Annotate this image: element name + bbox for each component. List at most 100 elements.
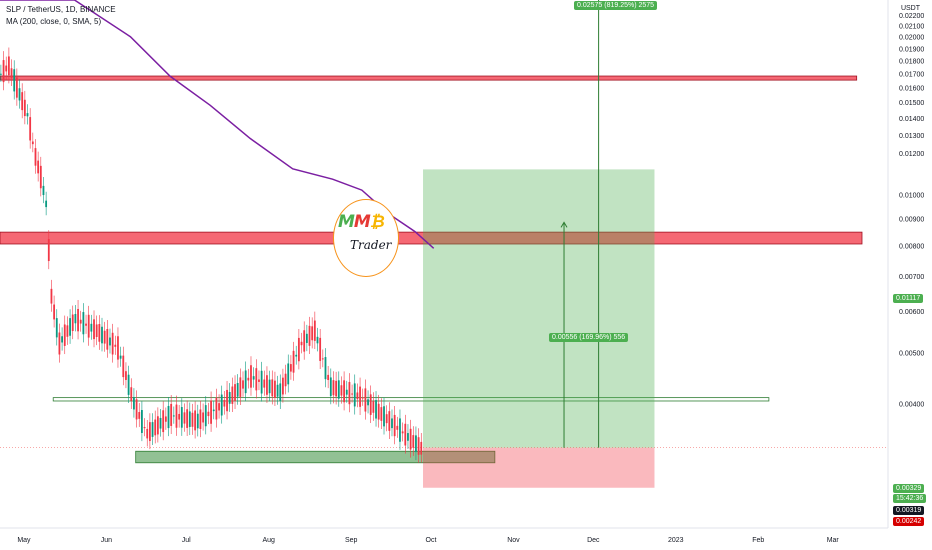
candle-body xyxy=(167,405,170,429)
time-axis[interactable]: May Jun Jul Aug Sep Oct Nov Dec 2023 Feb Mar xyxy=(0,527,888,544)
legend-indicator: MA (200, close, 0, SMA, 5) xyxy=(6,17,102,26)
candle-body xyxy=(135,399,138,420)
price-tick-label: 0.01500 xyxy=(899,100,924,107)
candle-body xyxy=(15,77,18,98)
candle-body xyxy=(98,324,101,342)
support-zone xyxy=(135,450,496,464)
price-tick-label: 0.01000 xyxy=(899,193,924,200)
candle-body xyxy=(287,363,290,385)
candle-body xyxy=(337,380,340,399)
candle-body xyxy=(321,358,324,360)
candle-body xyxy=(58,332,61,355)
candle-body xyxy=(34,148,37,166)
candle-body xyxy=(399,418,401,442)
candle-body xyxy=(335,380,338,397)
time-tick-label: Jul xyxy=(182,537,191,544)
candle-body xyxy=(332,380,335,396)
candle-body xyxy=(7,56,10,76)
price-tick-label: 0.02000 xyxy=(899,35,924,42)
price-axis[interactable]: 0.02200 0.02100 0.02000 0.01900 0.01800 0.017… xyxy=(887,0,924,528)
candle-body xyxy=(172,415,175,417)
candle-body xyxy=(10,68,13,78)
candle-body xyxy=(138,411,141,419)
price-tick-label: 0.02100 xyxy=(899,24,924,31)
candle-body xyxy=(42,185,45,196)
candle-body xyxy=(39,165,42,189)
candle-body xyxy=(31,141,34,145)
candle-body xyxy=(133,397,135,410)
time-tick-label: Jun xyxy=(101,537,112,544)
candle-body xyxy=(407,433,409,441)
candle-body xyxy=(313,320,316,341)
candle-body xyxy=(383,406,385,427)
candle-body xyxy=(308,325,311,346)
logo-letters: MM₿ xyxy=(338,212,385,232)
price-tick-label: 0.02200 xyxy=(899,13,924,20)
price-tick-label: 0.00900 xyxy=(899,217,924,224)
candle-body xyxy=(106,328,109,350)
candle-body xyxy=(82,312,85,335)
time-tick-label: Sep xyxy=(345,537,358,544)
time-tick-label: Feb xyxy=(752,537,764,544)
candle-body xyxy=(375,400,377,419)
candle-body xyxy=(37,160,40,174)
candle-body xyxy=(175,404,178,428)
candle-body xyxy=(353,383,356,407)
price-series xyxy=(0,47,423,463)
candle-body xyxy=(122,355,125,378)
time-tick-label: Mar xyxy=(827,537,840,544)
candle-body xyxy=(146,428,149,439)
candle-body xyxy=(404,423,407,446)
candle-body xyxy=(242,380,244,389)
candle-body xyxy=(93,319,95,340)
candle-body xyxy=(69,318,71,336)
candle-body xyxy=(117,336,119,360)
candle-body xyxy=(186,409,189,428)
candle-body xyxy=(255,368,258,391)
candle-body xyxy=(260,370,263,394)
candle-body xyxy=(268,379,271,394)
candle-body xyxy=(348,382,351,405)
candle-body xyxy=(377,403,380,420)
candle-body xyxy=(271,379,274,397)
time-tick-label: Oct xyxy=(426,537,437,544)
candle-body xyxy=(223,399,226,407)
candle-body xyxy=(329,377,332,397)
logo-text: Trader xyxy=(350,238,392,252)
candle-body xyxy=(409,428,412,450)
candle-body xyxy=(183,412,186,424)
candle-body xyxy=(361,397,364,399)
candle-body xyxy=(63,324,66,346)
candle-body xyxy=(380,407,383,421)
candle-body xyxy=(258,379,260,382)
candle-body xyxy=(289,364,292,372)
candle-body xyxy=(164,416,167,422)
candle-body xyxy=(319,337,322,361)
price-tick-label: 0.00400 xyxy=(899,401,924,408)
candle-body xyxy=(218,403,220,411)
candle-body xyxy=(266,375,268,395)
candle-body xyxy=(204,405,207,427)
candle-body xyxy=(0,73,2,75)
loss-zone xyxy=(423,447,655,488)
candle-body xyxy=(252,376,255,380)
candle-body xyxy=(300,341,303,346)
candle-body xyxy=(143,427,146,429)
price-tick-label: 0.01600 xyxy=(899,86,924,93)
candle-body xyxy=(114,344,117,347)
long-position[interactable] xyxy=(0,169,888,488)
candle-body xyxy=(18,88,21,101)
candle-body xyxy=(154,419,157,436)
time-tick-label: Nov xyxy=(507,537,520,544)
measure-tag-top: 0.02575 (819.25%) 2575 xyxy=(574,1,658,10)
candle-body xyxy=(26,113,29,117)
candle-body xyxy=(327,374,330,381)
candle-body xyxy=(130,387,133,401)
candle-body xyxy=(239,377,242,397)
zones xyxy=(0,75,863,464)
candle-body xyxy=(151,422,154,437)
time-tick-label: 2023 xyxy=(668,537,684,544)
resistance-zone xyxy=(0,75,858,81)
candle-body xyxy=(345,389,348,395)
